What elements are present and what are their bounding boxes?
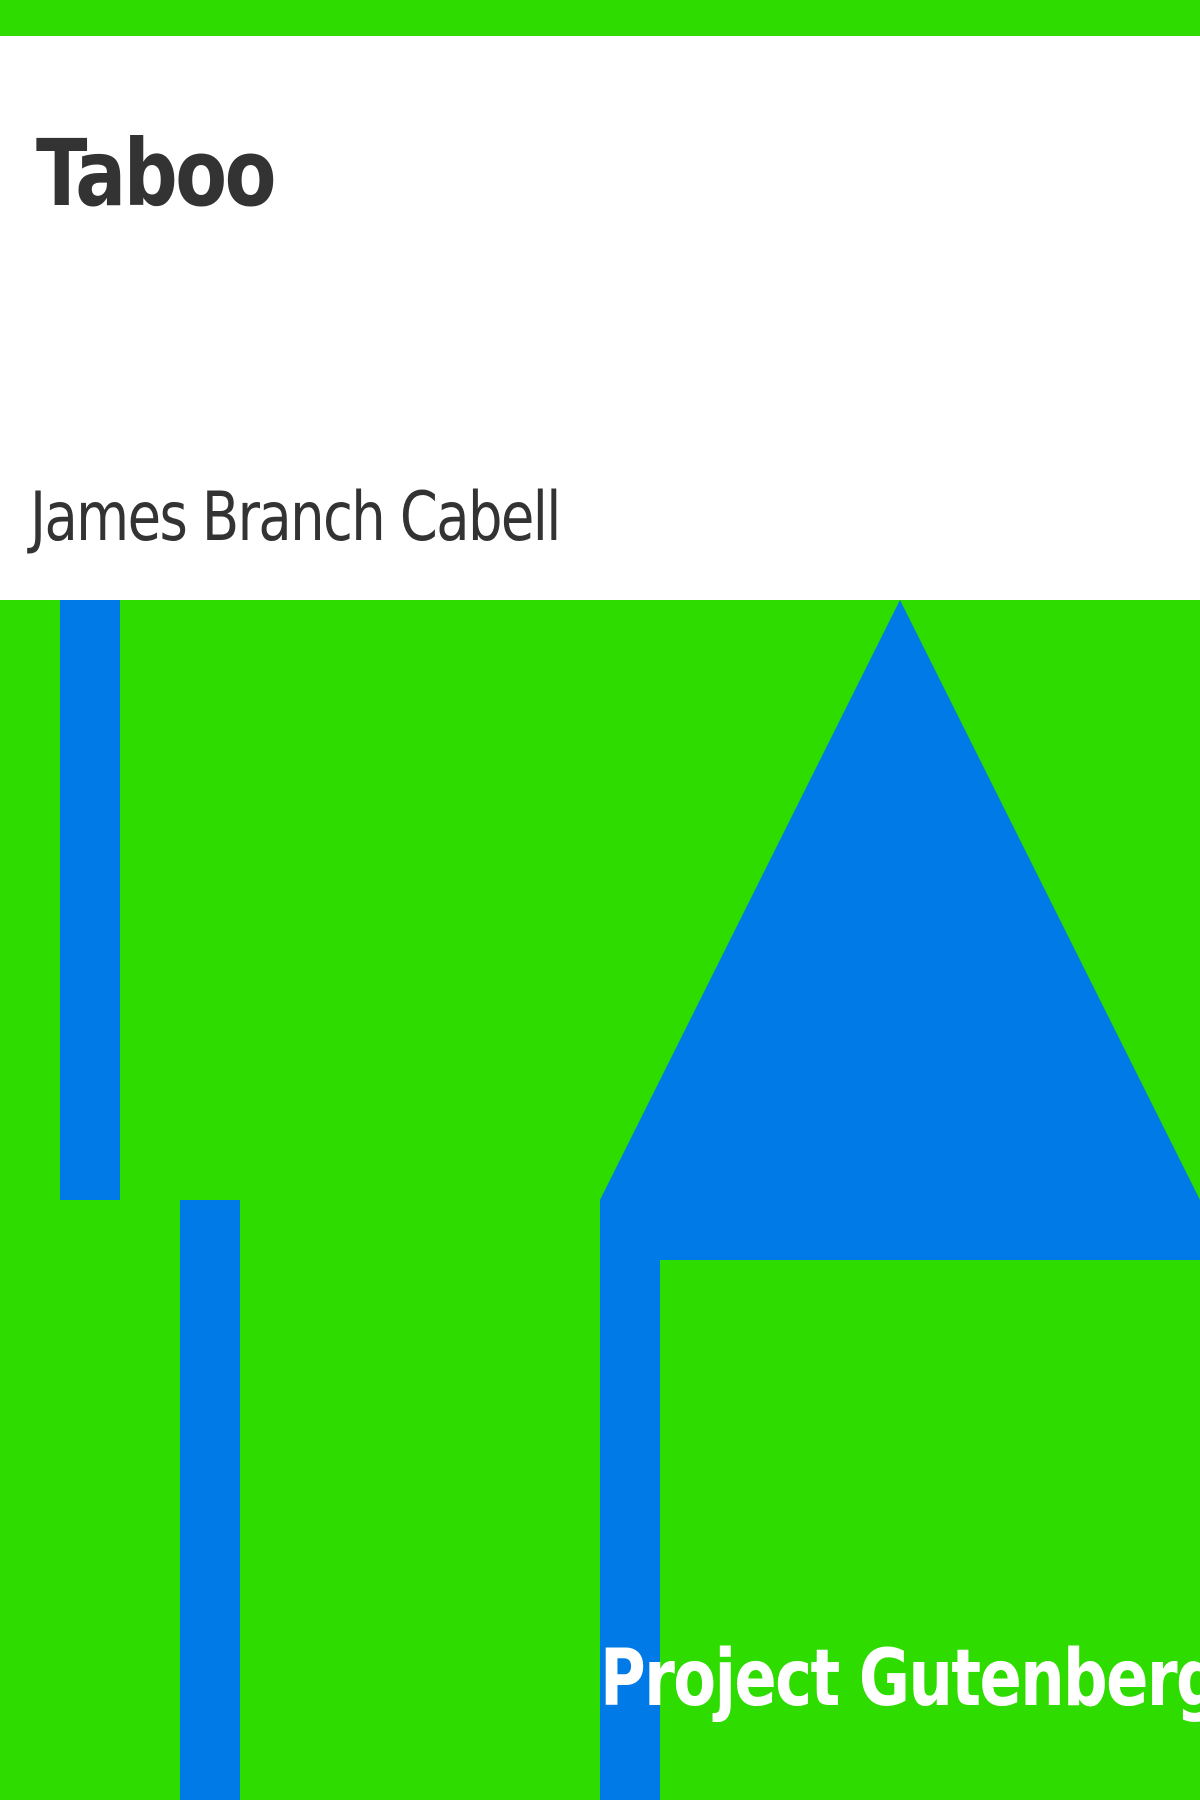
title-panel: Taboo James Branch Cabell [0,36,1200,600]
book-title: Taboo [36,120,276,227]
right-bottom-block [600,1200,1200,1260]
book-author: James Branch Cabell [30,478,561,557]
triangle-shape [600,600,1200,1200]
left-upper-bar [60,600,120,1200]
top-stripe [0,0,1200,36]
right-vertical-bar [600,1200,660,1800]
publisher-name: Project Gutenberg [600,1634,1200,1724]
left-lower-bar [180,1200,240,1800]
